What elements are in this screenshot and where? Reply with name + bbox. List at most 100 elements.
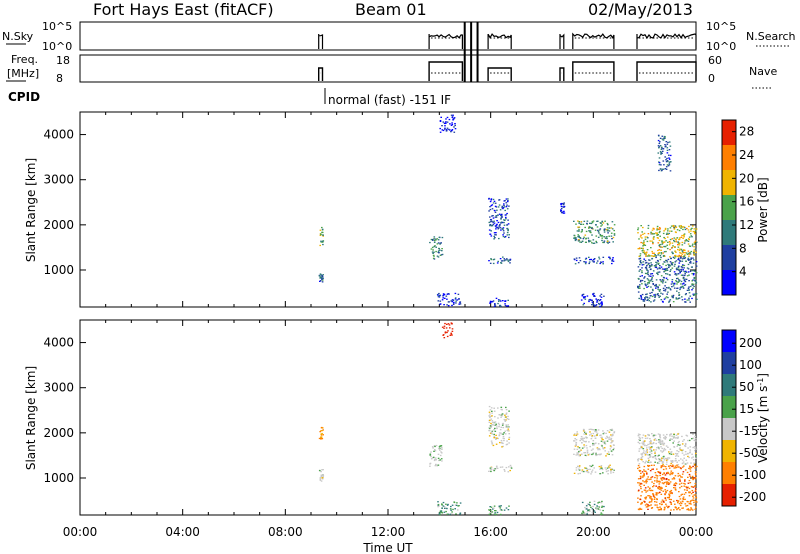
velocity-echo-cell <box>438 459 440 462</box>
power-echo-cell <box>668 141 671 143</box>
power-echo-cell <box>590 299 592 301</box>
velocity-echo-cell <box>580 438 582 440</box>
power-echo-cell <box>609 257 611 259</box>
velocity-echo-cell <box>497 422 500 424</box>
velocity-echo-cell <box>611 435 613 437</box>
velocity-echo-cell <box>663 478 666 480</box>
power-echo-cell <box>646 293 648 295</box>
power-echo-cell <box>666 147 669 149</box>
velocity-echo-cell <box>508 410 510 412</box>
velocity-echo-cell <box>637 458 639 461</box>
power-echo-cell <box>322 274 324 276</box>
power-echo-cell <box>599 235 602 237</box>
velocity-echo-cell <box>668 493 670 495</box>
velocity-echo-cell <box>675 437 678 439</box>
velocity-echo-cell <box>664 489 666 491</box>
x-tick-label-0: 00:00 <box>63 525 98 539</box>
velocity-echo-cell <box>637 508 640 510</box>
power-echo-cell <box>642 299 644 301</box>
velocity-echo-cell <box>647 454 649 456</box>
velocity-echo-cell <box>612 444 615 446</box>
velocity-echo-cell <box>687 453 689 455</box>
power-echo-cell <box>667 230 669 232</box>
velocity-echo-cell <box>491 430 494 432</box>
power-echo-cell <box>443 304 445 306</box>
velocity-echo-cell <box>637 464 640 467</box>
power-echo-cell <box>683 236 685 238</box>
power-echo-cell <box>662 254 665 257</box>
power-echo-cell <box>690 228 692 230</box>
velocity-echo-cell <box>673 436 676 438</box>
power-echo-cell <box>604 220 606 222</box>
velocity-echo-cell <box>450 332 453 334</box>
power-echo-cell <box>492 202 495 204</box>
power-echo-cell <box>677 266 680 269</box>
velocity-echo-cell <box>591 435 593 438</box>
velocity-echo-cell <box>642 476 644 478</box>
velocity-echo-cell <box>655 442 657 445</box>
velocity-echo-cell <box>644 497 646 499</box>
velocity-echo-cell <box>493 429 495 431</box>
velocity-echo-cell <box>576 431 578 433</box>
velocity-echo-cell <box>662 457 665 459</box>
power-panel-frame <box>79 111 697 308</box>
velocity-echo-cell <box>675 466 678 469</box>
power-echo-cell <box>591 301 594 303</box>
velocity-echo-region-7 <box>488 505 510 516</box>
power-echo-cell <box>688 253 691 255</box>
velocity-echo-cell <box>491 415 493 417</box>
power-echo-cell <box>641 271 643 274</box>
power-echo-cell <box>581 295 584 297</box>
power-echo-cell <box>594 229 597 231</box>
power-echo-cell <box>661 240 663 242</box>
nsky-left-tick-top: 10^5 <box>42 20 72 33</box>
velocity-echo-cell <box>585 508 588 510</box>
power-echo-cell <box>668 154 670 156</box>
power-echo-cell <box>663 277 665 279</box>
velocity-echo-cell <box>676 508 678 511</box>
velocity-echo-cell <box>654 438 657 440</box>
power-echo-cell <box>670 269 672 271</box>
velocity-echo-cell <box>320 476 323 478</box>
velocity-echo-cell <box>638 463 641 465</box>
velocity-echo-cell <box>585 505 588 507</box>
velocity-echo-cell <box>645 496 648 498</box>
velocity-echo-cell <box>643 469 645 471</box>
power-echo-cell <box>645 293 647 296</box>
power-echo-cell <box>610 227 613 229</box>
power-echo-cell <box>595 240 597 243</box>
power-echo-cell <box>640 234 642 236</box>
velocity-echo-cell <box>665 503 667 505</box>
power-echo-cell <box>640 225 642 227</box>
velocity-echo-cell <box>451 328 454 330</box>
power-echo-cell <box>491 204 494 206</box>
velocity-echo-cell <box>498 505 501 507</box>
velocity-echo-cell <box>648 454 651 456</box>
power-echo-cell <box>649 295 652 297</box>
power-echo-cell <box>595 241 598 244</box>
power-echo-cell <box>319 280 321 282</box>
power-echo-cell <box>439 127 441 130</box>
velocity-echo-cell <box>451 511 453 513</box>
velocity-echo-cell <box>655 494 658 496</box>
velocity-echo-cell <box>598 506 601 508</box>
velocity-echo-cell <box>489 409 492 411</box>
velocity-echo-cell <box>575 439 578 441</box>
velocity-echo-cell <box>671 464 674 466</box>
power-echo-cell <box>658 290 661 292</box>
power-echo-cell <box>563 206 565 208</box>
power-echo-cell <box>692 257 694 259</box>
velocity-echo-cell <box>575 454 578 456</box>
velocity-echo-cell <box>661 441 664 443</box>
power-echo-cell <box>611 262 613 265</box>
power-echo-cell <box>504 209 506 212</box>
power-echo-cell <box>434 245 436 247</box>
velocity-echo-cell <box>644 487 647 489</box>
velocity-echo-cell <box>670 460 673 463</box>
power-echo-cell <box>493 305 496 308</box>
velocity-echo-cell <box>439 445 441 447</box>
velocity-echo-cell <box>644 501 646 503</box>
velocity-echo-cell <box>690 500 692 502</box>
power-echo-cell <box>671 296 674 298</box>
power-echo-cell <box>664 288 667 290</box>
